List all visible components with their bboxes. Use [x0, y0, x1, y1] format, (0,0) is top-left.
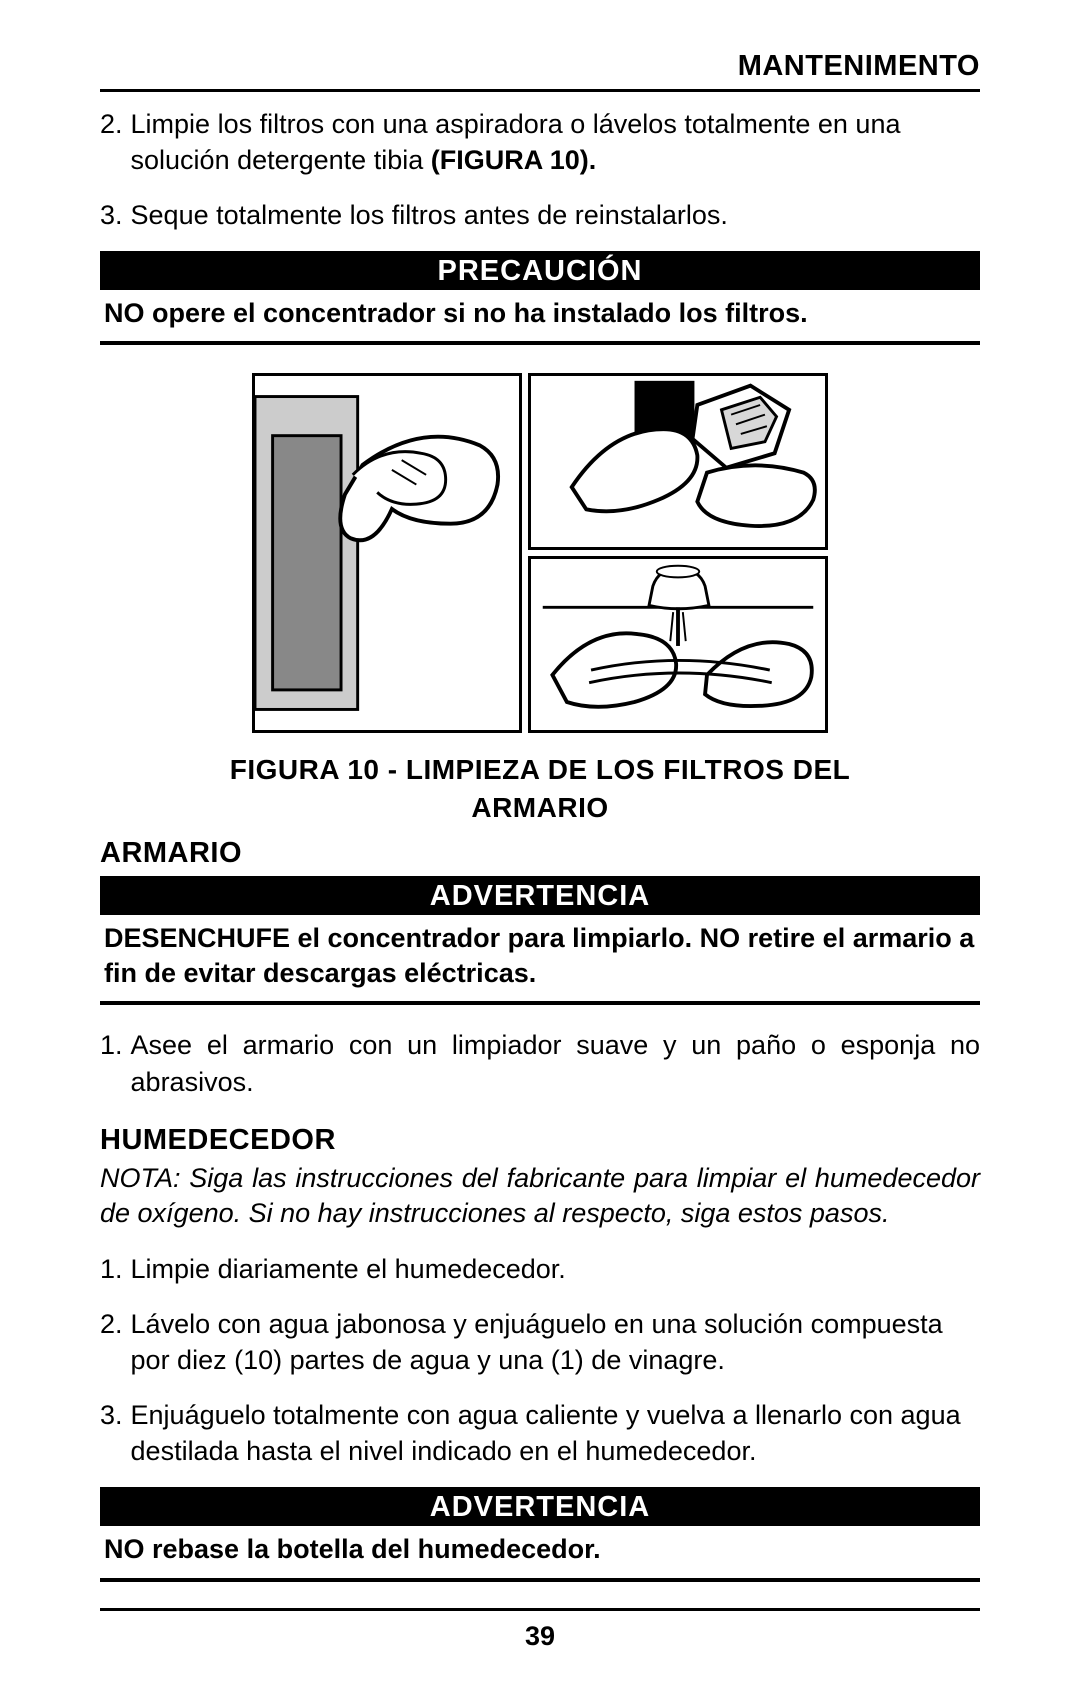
step-item: 2. Limpie los filtros con una aspiradora… — [100, 106, 980, 179]
advertencia-header: ADVERTENCIA — [100, 1487, 980, 1526]
step-item: 2. Lávelo con agua jabonosa y enjuáguelo… — [100, 1306, 980, 1379]
nota-text: NOTA: Siga las instrucciones del fabrica… — [100, 1161, 980, 1231]
figure-panel-bottom-right — [528, 556, 828, 733]
spacer — [100, 1005, 980, 1027]
figure-caption: FIGURA 10 - LIMPIEZA DE LOS FILTROS DEL … — [100, 751, 980, 827]
figure-frame — [252, 373, 828, 733]
step-text-bold: (FIGURA 10). — [431, 145, 597, 175]
figure-caption-line2: ARMARIO — [100, 789, 980, 827]
precaucion-header: PRECAUCIÓN — [100, 251, 980, 290]
step-number: 2. — [100, 106, 123, 179]
step-item: 3. Enjuáguelo totalmente con agua calien… — [100, 1397, 980, 1470]
precaucion-body: NO opere el concentrador si no ha instal… — [100, 290, 980, 341]
footer: 39 — [100, 1608, 980, 1652]
page-header: MANTENIMENTO — [100, 50, 980, 92]
section-heading-humedecedor: HUMEDECEDOR — [100, 1124, 980, 1157]
advertencia-header: ADVERTENCIA — [100, 876, 980, 915]
advertencia-box-bottom: ADVERTENCIA NO rebase la botella del hum… — [100, 1487, 980, 1581]
figure-10 — [100, 373, 980, 733]
step-number: 1. — [100, 1027, 123, 1100]
section-heading-armario: ARMARIO — [100, 837, 980, 870]
advertencia-body: NO rebase la botella del humedecedor. — [100, 1526, 980, 1577]
advertencia-body: DESENCHUFE el concentrador para limpiarl… — [100, 915, 980, 1001]
step-text: Limpie diariamente el humedecedor. — [131, 1251, 980, 1287]
manual-page: MANTENIMENTO 2. Limpie los filtros con u… — [0, 0, 1080, 1692]
page-number: 39 — [100, 1621, 980, 1652]
step-number: 2. — [100, 1306, 123, 1379]
step-number: 1. — [100, 1251, 123, 1287]
step-item: 1. Asee el armario con un limpiador suav… — [100, 1027, 980, 1100]
step-number: 3. — [100, 1397, 123, 1470]
step-number: 3. — [100, 197, 123, 233]
step-text: Limpie los filtros con una aspiradora o … — [131, 106, 980, 179]
step-item: 3. Seque totalmente los filtros antes de… — [100, 197, 980, 233]
precaucion-box: PRECAUCIÓN NO opere el concentrador si n… — [100, 251, 980, 345]
figure-right-col — [528, 373, 828, 733]
step-text: Lávelo con agua jabonosa y enjuáguelo en… — [131, 1306, 980, 1379]
step-text: Enjuáguelo totalmente con agua caliente … — [131, 1397, 980, 1470]
advertencia-box-armario: ADVERTENCIA DESENCHUFE el concentrador p… — [100, 876, 980, 1005]
step-text: Asee el armario con un limpiador suave y… — [131, 1027, 980, 1100]
step-text: Seque totalmente los filtros antes de re… — [131, 197, 980, 233]
step-item: 1. Limpie diariamente el humedecedor. — [100, 1251, 980, 1287]
figure-caption-line1: FIGURA 10 - LIMPIEZA DE LOS FILTROS DEL — [100, 751, 980, 789]
figure-panel-left — [252, 373, 522, 733]
figure-panel-top-right — [528, 373, 828, 550]
